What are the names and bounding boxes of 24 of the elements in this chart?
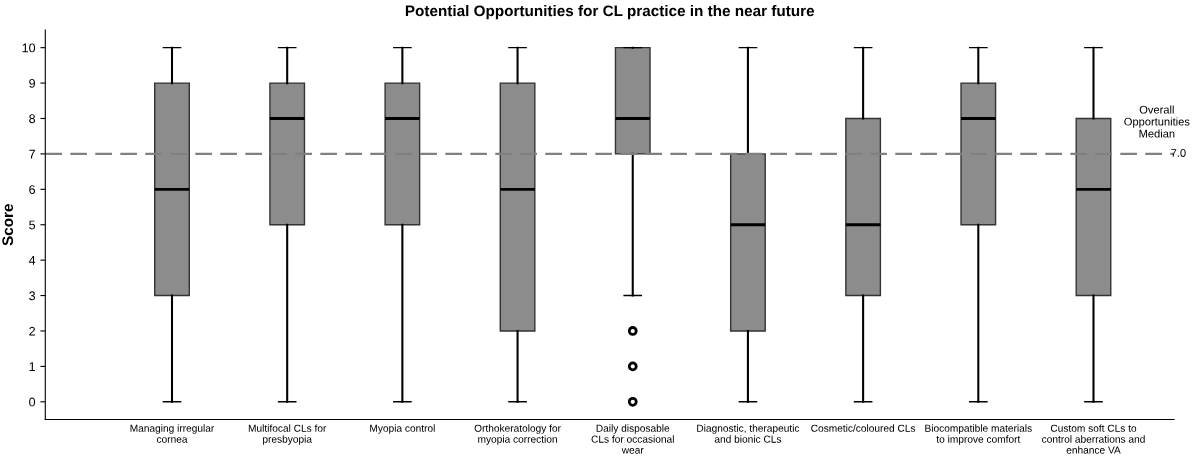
ref-line-label: Overall Opportunities Median	[1124, 105, 1190, 138]
y-tick-label: 5	[29, 220, 36, 230]
x-tick-label: Myopia control	[370, 424, 435, 434]
y-tick-label: 1	[29, 362, 35, 371]
y-tick-label: 9	[29, 78, 35, 88]
y-axis-title: Score	[2, 204, 14, 246]
y-tick-label: 6	[29, 185, 36, 194]
x-tick-label: Diagnostic, therapeutic and bionic CLs	[697, 424, 800, 443]
chart-title: Potential Opportunities for CL practice in the near future	[405, 5, 815, 20]
x-tick-label: Managing irregular cornea	[130, 424, 215, 443]
y-tick-label: 7	[29, 149, 35, 159]
x-tick-label: Orthokeratology for myopia correction	[474, 424, 561, 445]
x-tick-label: Custom soft CLs to control aberrations and enhance VA	[1042, 424, 1145, 454]
x-tick-label: Biocompatible materials to improve comfort	[925, 424, 1032, 445]
y-tick-label: 10	[22, 43, 36, 53]
x-tick-label: Multifocal CLs for presbyopia	[248, 424, 327, 445]
x-tick-label: Daily disposable CLs for occasional wear	[591, 424, 674, 454]
y-tick-label: 4	[28, 256, 36, 265]
annotation: 7.0	[1171, 149, 1186, 157]
x-tick-label: Cosmetic/coloured CLs	[811, 424, 916, 432]
y-tick-label: 0	[29, 397, 36, 407]
y-tick-label: 2	[29, 326, 35, 336]
y-tick-label: 3	[29, 291, 36, 301]
y-tick-label: 8	[29, 114, 36, 124]
